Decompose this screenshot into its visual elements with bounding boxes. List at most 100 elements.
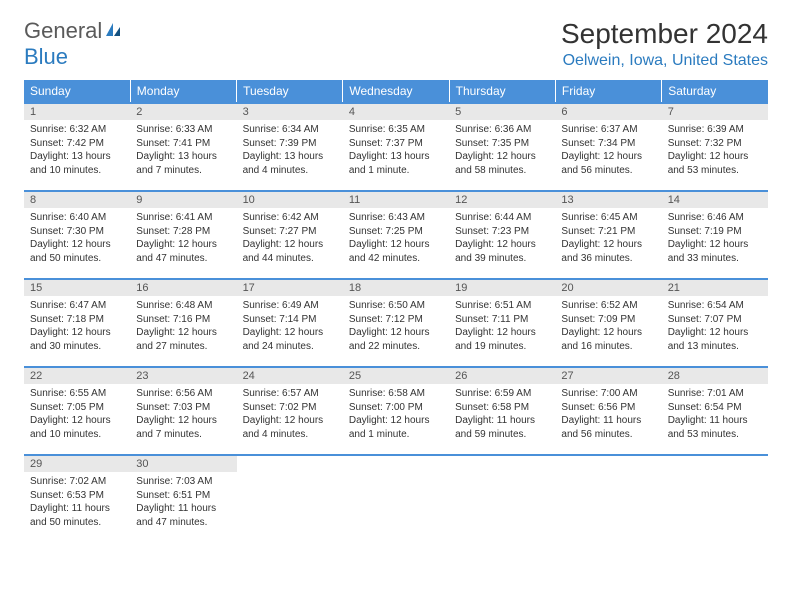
sunrise: Sunrise: 6:39 AM [668,123,762,137]
sunset: Sunset: 7:00 PM [349,401,443,415]
day-cell-6: 6Sunrise: 6:37 AMSunset: 7:34 PMDaylight… [555,103,661,191]
daylight: Daylight: 12 hours and 39 minutes. [455,238,549,265]
sunset: Sunset: 7:16 PM [136,313,230,327]
day-number: 17 [237,280,343,296]
empty-cell [555,455,661,543]
daylight: Daylight: 12 hours and 27 minutes. [136,326,230,353]
daylight: Daylight: 11 hours and 47 minutes. [136,502,230,529]
sunset: Sunset: 7:25 PM [349,225,443,239]
day-data: Sunrise: 6:58 AMSunset: 7:00 PMDaylight:… [343,384,449,444]
day-data: Sunrise: 6:51 AMSunset: 7:11 PMDaylight:… [449,296,555,356]
sunset: Sunset: 7:27 PM [243,225,337,239]
month-title: September 2024 [561,18,768,50]
dow-sunday: Sunday [24,80,130,103]
day-cell-3: 3Sunrise: 6:34 AMSunset: 7:39 PMDaylight… [237,103,343,191]
day-data: Sunrise: 6:44 AMSunset: 7:23 PMDaylight:… [449,208,555,268]
week-row: 15Sunrise: 6:47 AMSunset: 7:18 PMDayligh… [24,279,768,367]
day-cell-4: 4Sunrise: 6:35 AMSunset: 7:37 PMDaylight… [343,103,449,191]
day-data: Sunrise: 6:36 AMSunset: 7:35 PMDaylight:… [449,120,555,180]
day-data: Sunrise: 6:47 AMSunset: 7:18 PMDaylight:… [24,296,130,356]
day-data: Sunrise: 6:55 AMSunset: 7:05 PMDaylight:… [24,384,130,444]
day-data: Sunrise: 6:37 AMSunset: 7:34 PMDaylight:… [555,120,661,180]
day-number: 22 [24,368,130,384]
sunrise: Sunrise: 6:56 AM [136,387,230,401]
sunset: Sunset: 6:51 PM [136,489,230,503]
daylight: Daylight: 12 hours and 47 minutes. [136,238,230,265]
daylight: Daylight: 13 hours and 1 minute. [349,150,443,177]
sunrise: Sunrise: 6:51 AM [455,299,549,313]
daylight: Daylight: 12 hours and 53 minutes. [668,150,762,177]
day-number: 16 [130,280,236,296]
day-data: Sunrise: 7:00 AMSunset: 6:56 PMDaylight:… [555,384,661,444]
day-cell-22: 22Sunrise: 6:55 AMSunset: 7:05 PMDayligh… [24,367,130,455]
sunrise: Sunrise: 6:43 AM [349,211,443,225]
daylight: Daylight: 12 hours and 19 minutes. [455,326,549,353]
daylight: Daylight: 11 hours and 50 minutes. [30,502,124,529]
daylight: Daylight: 12 hours and 50 minutes. [30,238,124,265]
day-data: Sunrise: 7:01 AMSunset: 6:54 PMDaylight:… [662,384,768,444]
sunrise: Sunrise: 7:01 AM [668,387,762,401]
week-row: 22Sunrise: 6:55 AMSunset: 7:05 PMDayligh… [24,367,768,455]
empty-cell [343,455,449,543]
daylight: Daylight: 12 hours and 58 minutes. [455,150,549,177]
sunset: Sunset: 7:18 PM [30,313,124,327]
day-data: Sunrise: 6:57 AMSunset: 7:02 PMDaylight:… [237,384,343,444]
daylight: Daylight: 12 hours and 56 minutes. [561,150,655,177]
sunrise: Sunrise: 6:44 AM [455,211,549,225]
day-cell-25: 25Sunrise: 6:58 AMSunset: 7:00 PMDayligh… [343,367,449,455]
sail-icon [105,22,123,38]
day-data: Sunrise: 7:03 AMSunset: 6:51 PMDaylight:… [130,472,236,532]
day-data: Sunrise: 6:41 AMSunset: 7:28 PMDaylight:… [130,208,236,268]
day-cell-15: 15Sunrise: 6:47 AMSunset: 7:18 PMDayligh… [24,279,130,367]
sunset: Sunset: 7:30 PM [30,225,124,239]
sunset: Sunset: 7:09 PM [561,313,655,327]
empty-cell [662,455,768,543]
day-cell-28: 28Sunrise: 7:01 AMSunset: 6:54 PMDayligh… [662,367,768,455]
day-cell-5: 5Sunrise: 6:36 AMSunset: 7:35 PMDaylight… [449,103,555,191]
daylight: Daylight: 12 hours and 24 minutes. [243,326,337,353]
day-number: 5 [449,104,555,120]
day-number: 21 [662,280,768,296]
day-data: Sunrise: 6:32 AMSunset: 7:42 PMDaylight:… [24,120,130,180]
day-number: 3 [237,104,343,120]
sunrise: Sunrise: 6:32 AM [30,123,124,137]
day-data: Sunrise: 6:56 AMSunset: 7:03 PMDaylight:… [130,384,236,444]
day-number: 2 [130,104,236,120]
sunrise: Sunrise: 6:36 AM [455,123,549,137]
day-data: Sunrise: 6:43 AMSunset: 7:25 PMDaylight:… [343,208,449,268]
sunrise: Sunrise: 6:40 AM [30,211,124,225]
sunset: Sunset: 7:21 PM [561,225,655,239]
day-cell-19: 19Sunrise: 6:51 AMSunset: 7:11 PMDayligh… [449,279,555,367]
day-cell-17: 17Sunrise: 6:49 AMSunset: 7:14 PMDayligh… [237,279,343,367]
sunrise: Sunrise: 6:35 AM [349,123,443,137]
day-data: Sunrise: 6:59 AMSunset: 6:58 PMDaylight:… [449,384,555,444]
day-data: Sunrise: 6:33 AMSunset: 7:41 PMDaylight:… [130,120,236,180]
day-number: 18 [343,280,449,296]
sunrise: Sunrise: 6:34 AM [243,123,337,137]
daylight: Daylight: 12 hours and 10 minutes. [30,414,124,441]
day-cell-26: 26Sunrise: 6:59 AMSunset: 6:58 PMDayligh… [449,367,555,455]
daylight: Daylight: 12 hours and 4 minutes. [243,414,337,441]
day-number: 27 [555,368,661,384]
daylight: Daylight: 12 hours and 36 minutes. [561,238,655,265]
day-cell-13: 13Sunrise: 6:45 AMSunset: 7:21 PMDayligh… [555,191,661,279]
daylight: Daylight: 12 hours and 30 minutes. [30,326,124,353]
sunset: Sunset: 7:23 PM [455,225,549,239]
day-number: 7 [662,104,768,120]
week-row: 1Sunrise: 6:32 AMSunset: 7:42 PMDaylight… [24,103,768,191]
day-data: Sunrise: 6:52 AMSunset: 7:09 PMDaylight:… [555,296,661,356]
brand-part2: Blue [24,44,68,69]
sunset: Sunset: 7:32 PM [668,137,762,151]
day-number: 30 [130,456,236,472]
sunset: Sunset: 7:42 PM [30,137,124,151]
day-number: 26 [449,368,555,384]
dow-friday: Friday [555,80,661,103]
day-cell-1: 1Sunrise: 6:32 AMSunset: 7:42 PMDaylight… [24,103,130,191]
day-number: 28 [662,368,768,384]
day-number: 8 [24,192,130,208]
sunrise: Sunrise: 6:54 AM [668,299,762,313]
sunrise: Sunrise: 6:45 AM [561,211,655,225]
sunrise: Sunrise: 6:57 AM [243,387,337,401]
day-data: Sunrise: 6:54 AMSunset: 7:07 PMDaylight:… [662,296,768,356]
week-row: 29Sunrise: 7:02 AMSunset: 6:53 PMDayligh… [24,455,768,543]
